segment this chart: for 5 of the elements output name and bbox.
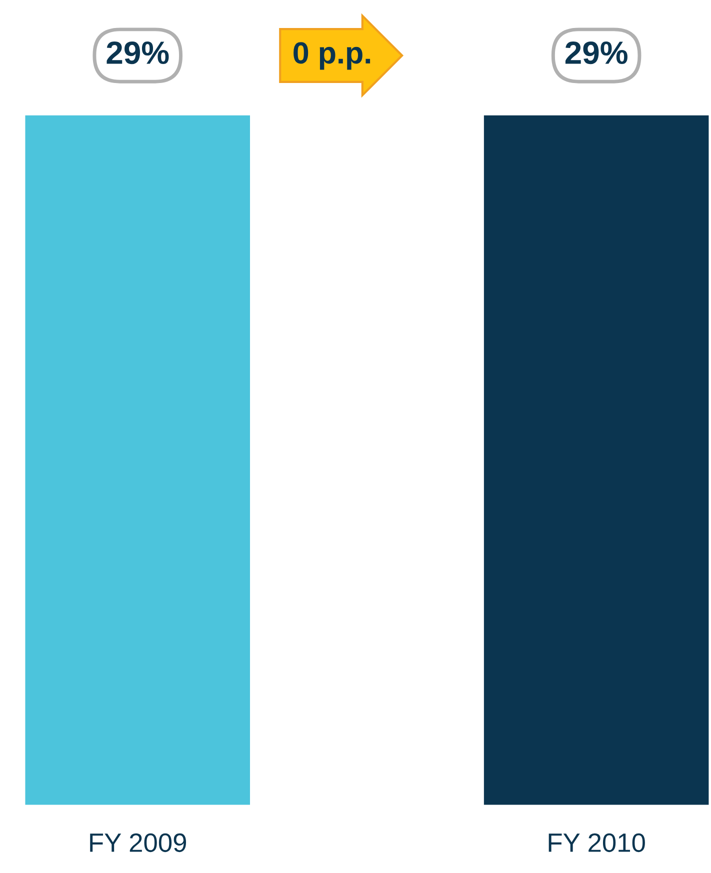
data-label: 29%	[565, 41, 628, 64]
text: 0 p.p.	[294, 42, 370, 70]
x-tick-label: FY 2010	[548, 833, 645, 852]
data-label: 29%	[106, 41, 169, 64]
x-tick-label: FY 2009	[90, 833, 186, 852]
